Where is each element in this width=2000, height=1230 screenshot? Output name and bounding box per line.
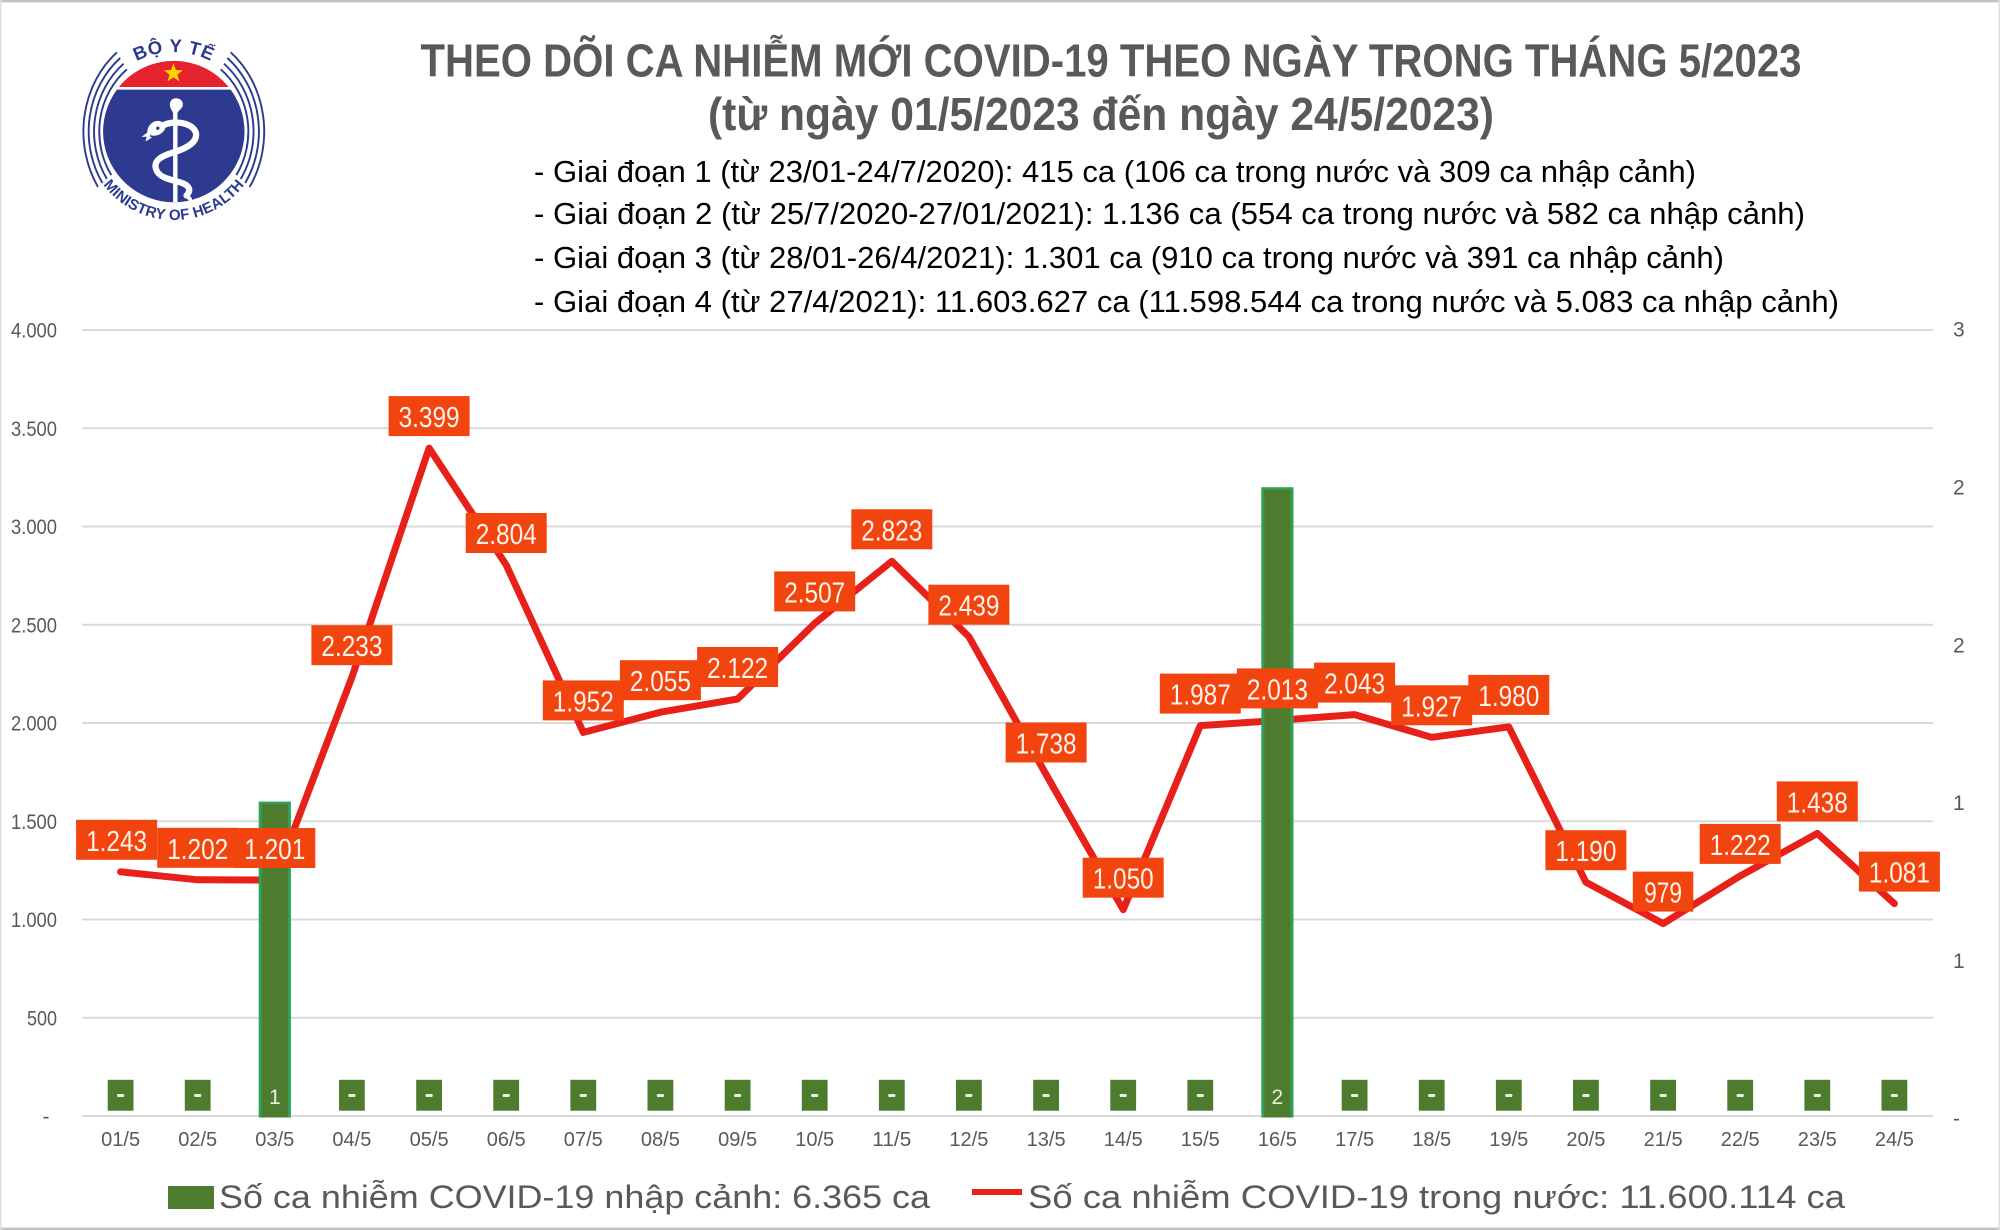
svg-text:14/5: 14/5 <box>1104 1128 1143 1151</box>
svg-text:(từ ngày 01/5/2023 đến ngày 24: (từ ngày 01/5/2023 đến ngày 24/5/2023) <box>708 88 1494 140</box>
svg-text:05/5: 05/5 <box>410 1128 449 1151</box>
svg-text:2: 2 <box>1953 477 1965 500</box>
svg-text:1.243: 1.243 <box>86 826 147 858</box>
svg-text:23/5: 23/5 <box>1798 1128 1837 1151</box>
svg-text:2.055: 2.055 <box>630 666 691 698</box>
svg-text:07/5: 07/5 <box>564 1128 603 1151</box>
svg-text:1: 1 <box>1953 792 1965 815</box>
svg-text:1.980: 1.980 <box>1478 681 1539 713</box>
svg-text:01/5: 01/5 <box>101 1128 140 1151</box>
svg-text:-: - <box>43 1106 50 1129</box>
svg-text:02/5: 02/5 <box>178 1128 217 1151</box>
svg-text:THEO DÕI CA NHIỄM MỚI COVID-19: THEO DÕI CA NHIỄM MỚI COVID-19 THEO NGÀY… <box>421 35 1802 87</box>
svg-text:2.122: 2.122 <box>707 653 768 685</box>
svg-text:04/5: 04/5 <box>332 1128 371 1151</box>
svg-text:- Giai đoạn 4 (từ 27/4/2021):: - Giai đoạn 4 (từ 27/4/2021): 11.603.627… <box>534 284 1839 319</box>
svg-text:1.952: 1.952 <box>553 686 614 718</box>
svg-text:1.927: 1.927 <box>1401 691 1462 723</box>
svg-text:500: 500 <box>27 1008 57 1031</box>
svg-text:4.000: 4.000 <box>11 320 57 343</box>
svg-text:3: 3 <box>1953 319 1965 342</box>
svg-text:1.500: 1.500 <box>11 811 57 834</box>
svg-text:09/5: 09/5 <box>718 1128 757 1151</box>
svg-text:2: 2 <box>1272 1086 1284 1109</box>
svg-text:11/5: 11/5 <box>872 1128 911 1151</box>
svg-text:13/5: 13/5 <box>1027 1128 1066 1151</box>
svg-text:Số ca nhiễm COVID-19 trong nướ: Số ca nhiễm COVID-19 trong nước: 11.600.… <box>1028 1179 1845 1215</box>
svg-text:1: 1 <box>1953 950 1965 973</box>
svg-text:1: 1 <box>269 1086 281 1109</box>
svg-text:03/5: 03/5 <box>255 1128 294 1151</box>
svg-text:1.202: 1.202 <box>167 834 228 866</box>
svg-text:2.823: 2.823 <box>861 515 922 547</box>
svg-text:17/5: 17/5 <box>1335 1128 1374 1151</box>
svg-text:1.190: 1.190 <box>1555 836 1616 868</box>
svg-text:1.050: 1.050 <box>1093 864 1154 896</box>
svg-text:-: - <box>1953 1108 1960 1131</box>
svg-text:3.500: 3.500 <box>11 418 57 441</box>
svg-text:20/5: 20/5 <box>1566 1128 1605 1151</box>
svg-text:3.399: 3.399 <box>399 402 460 434</box>
svg-text:2.439: 2.439 <box>938 591 999 623</box>
svg-text:- Giai đoạn 3 (từ 28/01-26/4/2: - Giai đoạn 3 (từ 28/01-26/4/2021): 1.30… <box>534 240 1724 275</box>
svg-text:Số ca nhiễm COVID-19 nhập cảnh: Số ca nhiễm COVID-19 nhập cảnh: 6.365 ca <box>219 1179 930 1215</box>
svg-text:2.233: 2.233 <box>321 631 382 663</box>
svg-text:- Giai đoạn 2 (từ 25/7/2020-27: - Giai đoạn 2 (từ 25/7/2020-27/01/2021):… <box>534 196 1805 231</box>
svg-text:979: 979 <box>1644 878 1682 910</box>
svg-text:3.000: 3.000 <box>11 516 57 539</box>
svg-text:2.500: 2.500 <box>11 615 57 638</box>
svg-text:08/5: 08/5 <box>641 1128 680 1151</box>
svg-text:1.081: 1.081 <box>1869 858 1930 890</box>
svg-text:18/5: 18/5 <box>1412 1128 1451 1151</box>
svg-text:1.738: 1.738 <box>1016 729 1077 761</box>
svg-text:- Giai đoạn 1 (từ 23/01-24/7/2: - Giai đoạn 1 (từ 23/01-24/7/2020): 415 … <box>534 154 1696 189</box>
svg-text:22/5: 22/5 <box>1721 1128 1760 1151</box>
svg-text:24/5: 24/5 <box>1875 1128 1914 1151</box>
svg-text:2: 2 <box>1953 634 1965 657</box>
svg-text:15/5: 15/5 <box>1181 1128 1220 1151</box>
svg-text:1.438: 1.438 <box>1787 787 1848 819</box>
svg-text:1.000: 1.000 <box>11 909 57 932</box>
svg-text:2.013: 2.013 <box>1247 674 1308 706</box>
svg-text:10/5: 10/5 <box>795 1128 834 1151</box>
svg-text:12/5: 12/5 <box>949 1128 988 1151</box>
svg-text:1.222: 1.222 <box>1710 830 1771 862</box>
svg-text:16/5: 16/5 <box>1258 1128 1297 1151</box>
svg-text:2.507: 2.507 <box>784 577 845 609</box>
svg-text:19/5: 19/5 <box>1489 1128 1528 1151</box>
svg-text:1.987: 1.987 <box>1170 680 1231 712</box>
svg-text:21/5: 21/5 <box>1644 1128 1683 1151</box>
svg-text:1.201: 1.201 <box>244 834 305 866</box>
svg-text:2.000: 2.000 <box>11 713 57 736</box>
svg-text:2.804: 2.804 <box>476 519 537 551</box>
svg-text:06/5: 06/5 <box>487 1128 526 1151</box>
svg-text:2.043: 2.043 <box>1324 669 1385 701</box>
